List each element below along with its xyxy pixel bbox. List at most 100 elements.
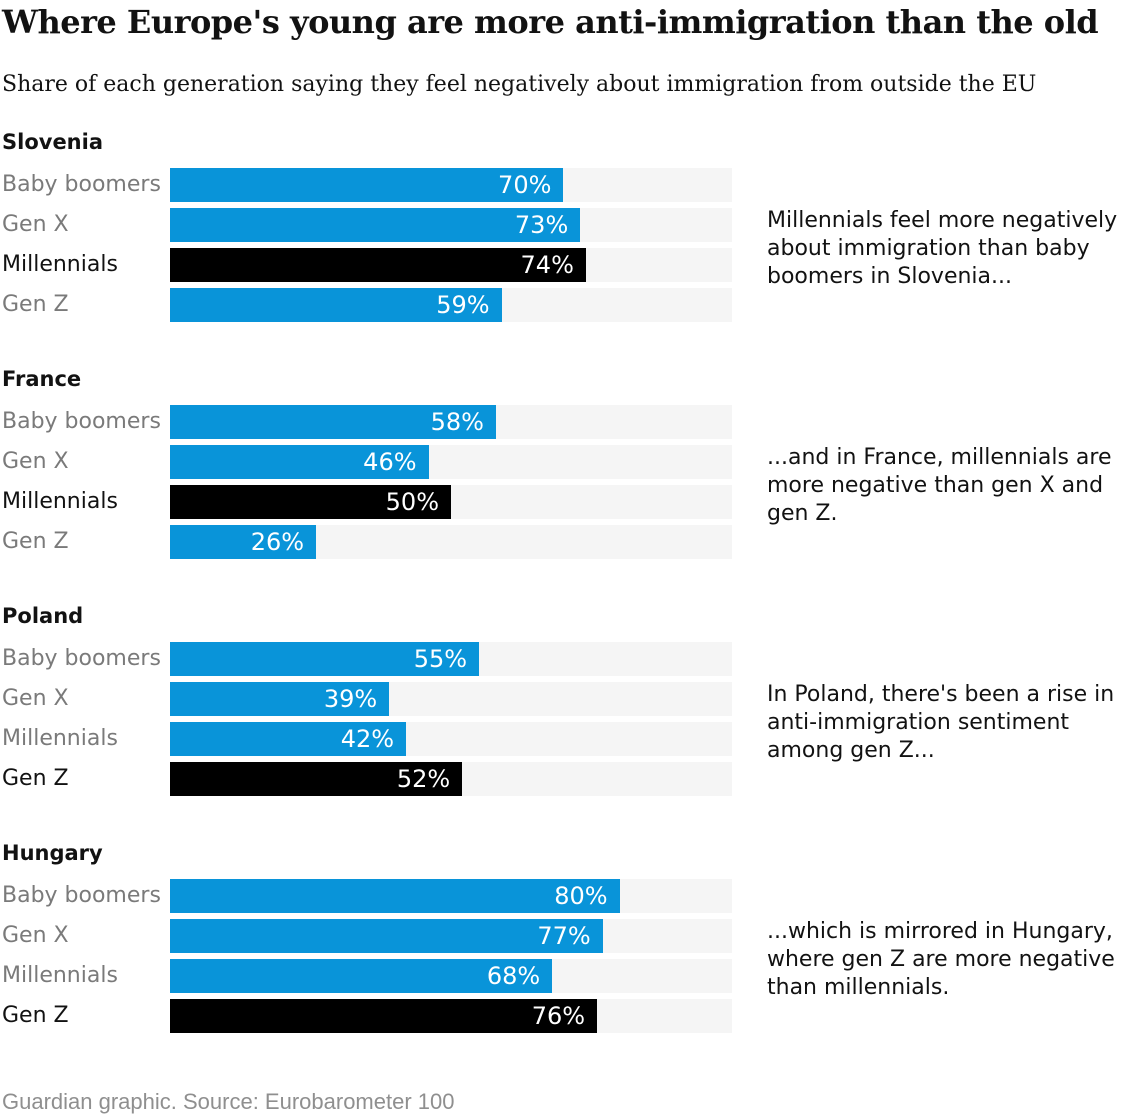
bar-track: 58% — [170, 405, 732, 439]
bar: 76% — [170, 999, 598, 1033]
bar-rows: Baby boomers 80% Gen X 77% Millennials 6… — [2, 879, 732, 1033]
bar-value-label: 80% — [554, 882, 608, 910]
annotation-text: ...and in France, millennials are more n… — [767, 445, 1112, 526]
bar-rows: Baby boomers 70% Gen X 73% Millennials 7… — [2, 168, 732, 322]
bar: 52% — [170, 762, 463, 796]
bar-row: Millennials 68% — [2, 959, 732, 993]
bar-value-label: 52% — [396, 765, 451, 793]
bar: 46% — [170, 445, 429, 479]
row-label: Gen X — [2, 923, 69, 948]
bar-track: 46% — [170, 445, 732, 479]
bar-row: Gen X 77% — [2, 919, 732, 953]
chart-sections: Slovenia Baby boomers 70% Gen X 73% Mill… — [2, 130, 1140, 1033]
bar-row: Gen Z 76% — [2, 999, 732, 1033]
bar: 26% — [170, 525, 317, 559]
bar-track: 74% — [170, 248, 732, 282]
bar-row: Gen Z 52% — [2, 762, 732, 796]
country-section: Hungary Baby boomers 80% Gen X 77% Mille… — [2, 841, 1140, 1033]
bar-value-label: 39% — [323, 685, 378, 713]
bar-row: Gen Z 59% — [2, 288, 732, 322]
bar-track: 59% — [170, 288, 732, 322]
country-heading: France — [2, 367, 82, 391]
row-label: Gen Z — [2, 766, 69, 791]
row-label: Baby boomers — [2, 172, 161, 197]
bar-track: 73% — [170, 208, 732, 242]
row-label: Gen X — [2, 686, 69, 711]
bar-track: 42% — [170, 722, 732, 756]
section-body: Baby boomers 58% Gen X 46% Millennials 5… — [2, 405, 1140, 559]
section-body: Baby boomers 55% Gen X 39% Millennials 4… — [2, 642, 1140, 796]
country-heading: Hungary — [2, 841, 103, 865]
bar-track: 52% — [170, 762, 732, 796]
section-body: Baby boomers 80% Gen X 77% Millennials 6… — [2, 879, 1140, 1033]
row-label: Gen Z — [2, 1003, 69, 1028]
bar-value-label: 26% — [250, 528, 305, 556]
bar-value-label: 68% — [486, 962, 541, 990]
bar-row: Gen X 39% — [2, 682, 732, 716]
bar-row: Millennials 74% — [2, 248, 732, 282]
bar-value-label: 46% — [363, 448, 417, 476]
bar-value-label: 74% — [520, 251, 574, 279]
bar-track: 55% — [170, 642, 732, 676]
bar: 59% — [170, 288, 502, 322]
bar-track: 39% — [170, 682, 732, 716]
bar-track: 68% — [170, 959, 732, 993]
row-label: Millennials — [2, 252, 118, 277]
bar-row: Gen Z 26% — [2, 525, 732, 559]
annotation-text: In Poland, there's been a rise in anti-i… — [767, 682, 1115, 763]
bar: 80% — [170, 879, 620, 913]
bar: 39% — [170, 682, 390, 716]
country-section: Slovenia Baby boomers 70% Gen X 73% Mill… — [2, 130, 1140, 322]
bar-row: Millennials 42% — [2, 722, 732, 756]
annotation-text: Millennials feel more negatively about i… — [767, 208, 1118, 289]
page-subtitle: Share of each generation saying they fee… — [2, 72, 1037, 97]
bar: 70% — [170, 168, 564, 202]
country-section: Poland Baby boomers 55% Gen X 39% Millen… — [2, 604, 1140, 796]
bar: 74% — [170, 248, 586, 282]
bar-value-label: 42% — [340, 725, 395, 753]
bar: 77% — [170, 919, 603, 953]
row-label: Gen X — [2, 449, 69, 474]
row-label: Baby boomers — [2, 409, 161, 434]
row-label: Gen Z — [2, 292, 69, 317]
page-title: Where Europe's young are more anti-immig… — [2, 3, 1099, 41]
bar-rows: Baby boomers 55% Gen X 39% Millennials 4… — [2, 642, 732, 796]
bar-value-label: 58% — [430, 408, 484, 436]
bar-row: Baby boomers 70% — [2, 168, 732, 202]
bar-value-label: 73% — [514, 211, 569, 239]
bar-value-label: 55% — [413, 645, 468, 673]
bar-row: Millennials 50% — [2, 485, 732, 519]
bar-rows: Baby boomers 58% Gen X 46% Millennials 5… — [2, 405, 732, 559]
bar-value-label: 76% — [531, 1002, 586, 1030]
row-label: Baby boomers — [2, 883, 161, 908]
country-heading: Slovenia — [2, 130, 104, 154]
country-section: France Baby boomers 58% Gen X 46% Millen… — [2, 367, 1140, 559]
bar-value-label: 70% — [498, 171, 552, 199]
bar-value-label: 77% — [537, 922, 591, 950]
bar-row: Gen X 73% — [2, 208, 732, 242]
bar-row: Baby boomers 80% — [2, 879, 732, 913]
bar: 73% — [170, 208, 581, 242]
bar-value-label: 50% — [385, 488, 439, 516]
row-label: Gen X — [2, 212, 69, 237]
bar-row: Baby boomers 55% — [2, 642, 732, 676]
bar-row: Gen X 46% — [2, 445, 732, 479]
section-body: Baby boomers 70% Gen X 73% Millennials 7… — [2, 168, 1140, 322]
bar: 50% — [170, 485, 451, 519]
row-label: Gen Z — [2, 529, 69, 554]
bar: 58% — [170, 405, 496, 439]
annotation-text: ...which is mirrored in Hungary, where g… — [767, 919, 1115, 1000]
bar-track: 76% — [170, 999, 732, 1033]
bar-track: 26% — [170, 525, 732, 559]
bar-track: 77% — [170, 919, 732, 953]
bar-track: 70% — [170, 168, 732, 202]
bar: 55% — [170, 642, 480, 676]
row-label: Millennials — [2, 726, 118, 751]
bar: 68% — [170, 959, 553, 993]
bar-track: 80% — [170, 879, 732, 913]
row-label: Baby boomers — [2, 646, 161, 671]
bar-row: Baby boomers 58% — [2, 405, 732, 439]
country-heading: Poland — [2, 604, 84, 628]
bar-track: 50% — [170, 485, 732, 519]
